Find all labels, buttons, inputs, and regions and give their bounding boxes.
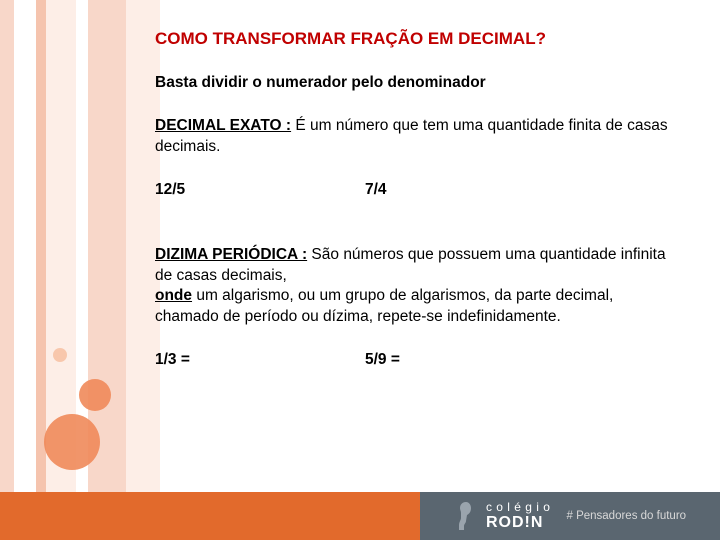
section-text-2: um algarismo, ou um grupo de algarismos,… (155, 287, 613, 325)
logo-brand: ROD!N (486, 514, 551, 532)
stripe (46, 0, 76, 540)
logo-block: c o l é g i o ROD!N (454, 500, 551, 532)
slide-title: COMO TRANSFORMAR FRAÇÃO EM DECIMAL? (155, 28, 680, 51)
stripe (36, 0, 46, 540)
section-label: DECIMAL EXATO : (155, 117, 291, 134)
slide-subtitle: Basta dividir o numerador pelo denominad… (155, 73, 680, 94)
stripe (88, 0, 126, 540)
examples-row: 1/3 = 5/9 = (155, 350, 680, 371)
thinker-icon (454, 500, 478, 532)
examples-row: 12/5 7/4 (155, 180, 680, 201)
logo-text: c o l é g i o ROD!N (486, 501, 551, 532)
footer-right: c o l é g i o ROD!N # Pensadores do futu… (420, 492, 720, 540)
stripe (0, 0, 14, 540)
footer-left (0, 492, 420, 540)
example-1: 12/5 (155, 180, 365, 201)
section-exact-decimal: DECIMAL EXATO : É um número que tem uma … (155, 116, 680, 158)
section-label: DIZIMA PERIÓDICA : (155, 246, 307, 263)
section-periodic-decimal: DIZIMA PERIÓDICA : São números que possu… (155, 245, 680, 329)
decorative-stripes (0, 0, 160, 540)
onde-underlined: onde (155, 287, 192, 304)
slide-content: COMO TRANSFORMAR FRAÇÃO EM DECIMAL? Bast… (155, 28, 680, 415)
stripe (76, 0, 88, 540)
example-4: 5/9 = (365, 350, 400, 371)
footer-tagline: # Pensadores do futuro (566, 510, 686, 522)
stripe (14, 0, 36, 540)
logo-top-text: c o l é g i o (486, 501, 551, 514)
footer-bar: c o l é g i o ROD!N # Pensadores do futu… (0, 492, 720, 540)
example-3: 1/3 = (155, 350, 365, 371)
example-2: 7/4 (365, 180, 387, 201)
